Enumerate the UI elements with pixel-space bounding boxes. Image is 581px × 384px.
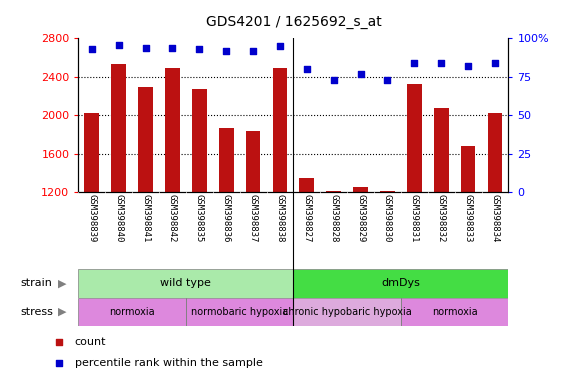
Text: GDS4201 / 1625692_s_at: GDS4201 / 1625692_s_at: [206, 15, 381, 29]
Text: GSM398841: GSM398841: [141, 194, 150, 243]
Point: [490, 60, 500, 66]
Bar: [353, 187, 368, 192]
Text: GSM398839: GSM398839: [87, 194, 96, 243]
Text: GSM398827: GSM398827: [302, 194, 311, 243]
Bar: [461, 146, 475, 192]
Text: normobaric hypoxia: normobaric hypoxia: [191, 307, 288, 317]
Point: [329, 77, 338, 83]
Text: wild type: wild type: [160, 278, 211, 288]
Point: [356, 71, 365, 77]
Text: percentile rank within the sample: percentile rank within the sample: [74, 358, 263, 368]
Text: strain: strain: [20, 278, 52, 288]
Point: [168, 45, 177, 51]
Point: [383, 77, 392, 83]
Bar: [293, 269, 508, 298]
Point: [114, 41, 123, 48]
Bar: [299, 177, 314, 192]
Text: GSM398832: GSM398832: [437, 194, 446, 243]
Bar: [219, 127, 234, 192]
Text: GSM398831: GSM398831: [410, 194, 419, 243]
Point: [302, 66, 311, 72]
Text: dmDys: dmDys: [382, 278, 420, 288]
Text: chronic hypobaric hypoxia: chronic hypobaric hypoxia: [283, 307, 411, 317]
Bar: [487, 113, 503, 192]
Bar: [327, 191, 341, 192]
Text: ▶: ▶: [58, 307, 67, 317]
Bar: [293, 298, 401, 326]
Bar: [192, 89, 207, 192]
Text: GSM398830: GSM398830: [383, 194, 392, 243]
Point: [275, 43, 285, 49]
Bar: [401, 298, 508, 326]
Point: [54, 360, 63, 366]
Point: [464, 63, 473, 69]
Bar: [272, 68, 288, 192]
Text: count: count: [74, 337, 106, 347]
Point: [410, 60, 419, 66]
Bar: [78, 298, 186, 326]
Bar: [186, 298, 293, 326]
Bar: [84, 113, 99, 192]
Text: GSM398837: GSM398837: [249, 194, 257, 243]
Point: [141, 45, 150, 51]
Text: GSM398836: GSM398836: [222, 194, 231, 243]
Text: normoxia: normoxia: [432, 307, 478, 317]
Text: GSM398828: GSM398828: [329, 194, 338, 243]
Text: stress: stress: [20, 307, 53, 317]
Point: [195, 46, 204, 52]
Text: GSM398829: GSM398829: [356, 194, 365, 243]
Point: [436, 60, 446, 66]
Point: [221, 48, 231, 54]
Text: GSM398835: GSM398835: [195, 194, 204, 243]
Bar: [112, 64, 126, 192]
Bar: [380, 190, 395, 192]
Point: [87, 46, 96, 52]
Bar: [407, 84, 422, 192]
Bar: [78, 269, 293, 298]
Bar: [246, 131, 260, 192]
Point: [249, 48, 258, 54]
Text: GSM398833: GSM398833: [464, 194, 472, 243]
Bar: [138, 88, 153, 192]
Text: GSM398834: GSM398834: [490, 194, 500, 243]
Text: normoxia: normoxia: [109, 307, 155, 317]
Bar: [434, 108, 449, 192]
Text: GSM398838: GSM398838: [275, 194, 285, 243]
Text: GSM398842: GSM398842: [168, 194, 177, 243]
Point: [54, 339, 63, 345]
Text: ▶: ▶: [58, 278, 67, 288]
Text: GSM398840: GSM398840: [114, 194, 123, 243]
Bar: [165, 68, 180, 192]
